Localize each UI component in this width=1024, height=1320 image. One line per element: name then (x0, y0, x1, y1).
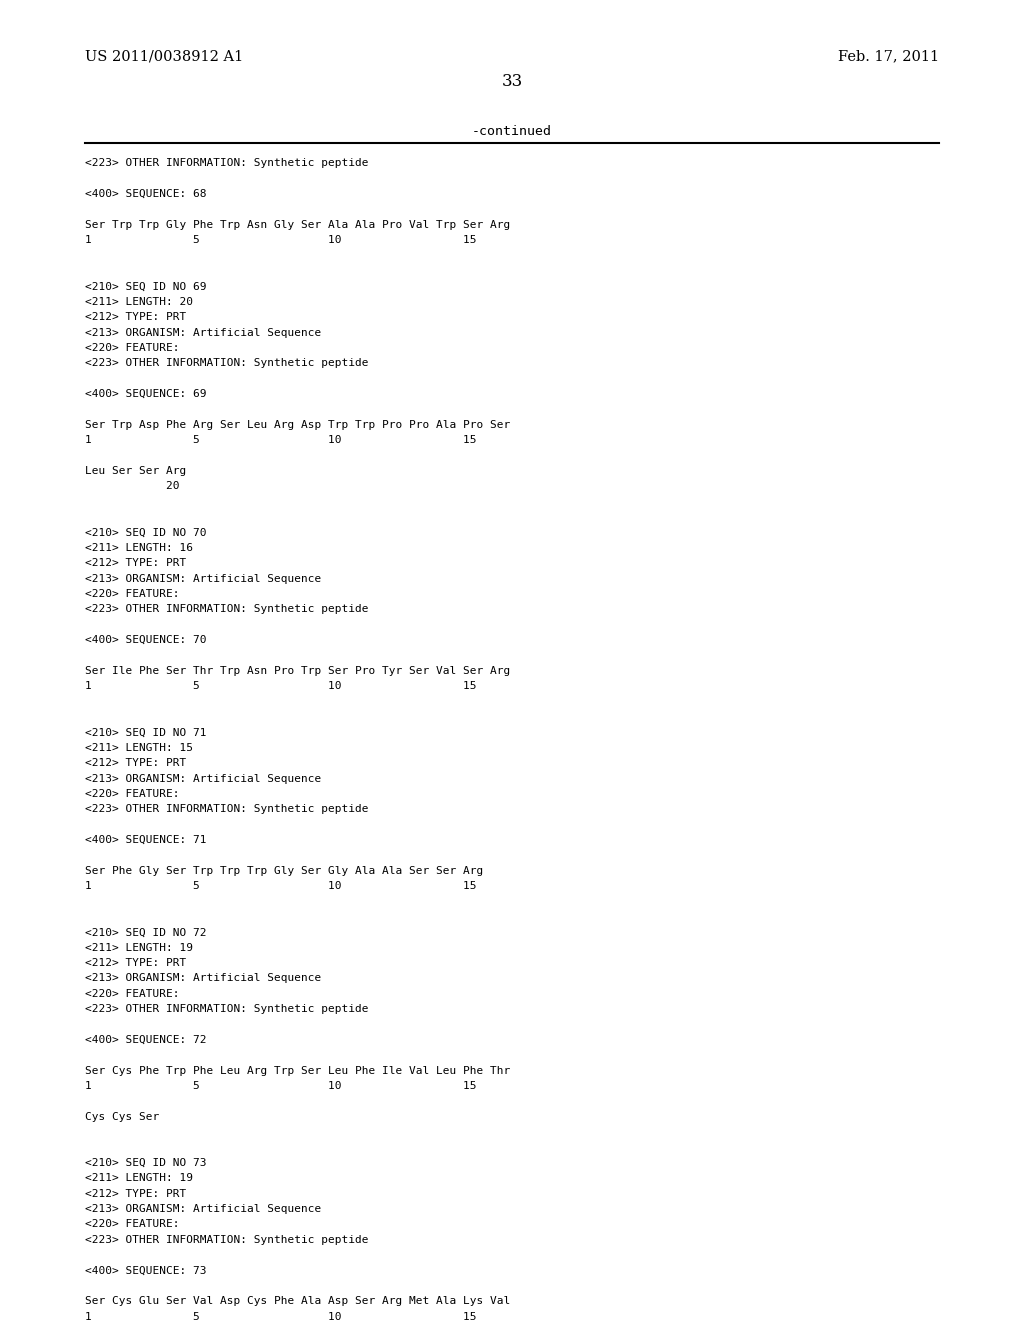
Text: <220> FEATURE:: <220> FEATURE: (85, 1220, 179, 1229)
Text: <212> TYPE: PRT: <212> TYPE: PRT (85, 313, 186, 322)
Text: <213> ORGANISM: Artificial Sequence: <213> ORGANISM: Artificial Sequence (85, 973, 322, 983)
Text: <220> FEATURE:: <220> FEATURE: (85, 343, 179, 352)
Text: Ser Ile Phe Ser Thr Trp Asn Pro Trp Ser Pro Tyr Ser Val Ser Arg: Ser Ile Phe Ser Thr Trp Asn Pro Trp Ser … (85, 665, 510, 676)
Text: <212> TYPE: PRT: <212> TYPE: PRT (85, 1189, 186, 1199)
Text: <210> SEQ ID NO 71: <210> SEQ ID NO 71 (85, 727, 207, 738)
Text: Ser Trp Asp Phe Arg Ser Leu Arg Asp Trp Trp Pro Pro Ala Pro Ser: Ser Trp Asp Phe Arg Ser Leu Arg Asp Trp … (85, 420, 510, 430)
Text: <400> SEQUENCE: 69: <400> SEQUENCE: 69 (85, 389, 207, 399)
Text: 20: 20 (85, 482, 179, 491)
Text: 1               5                   10                  15: 1 5 10 15 (85, 681, 476, 692)
Text: <220> FEATURE:: <220> FEATURE: (85, 589, 179, 599)
Text: 1               5                   10                  15: 1 5 10 15 (85, 235, 476, 246)
Text: 1               5                   10                  15: 1 5 10 15 (85, 436, 476, 445)
Text: Ser Cys Phe Trp Phe Leu Arg Trp Ser Leu Phe Ile Val Leu Phe Thr: Ser Cys Phe Trp Phe Leu Arg Trp Ser Leu … (85, 1065, 510, 1076)
Text: <211> LENGTH: 15: <211> LENGTH: 15 (85, 743, 193, 752)
Text: <223> OTHER INFORMATION: Synthetic peptide: <223> OTHER INFORMATION: Synthetic pepti… (85, 1005, 369, 1014)
Text: <223> OTHER INFORMATION: Synthetic peptide: <223> OTHER INFORMATION: Synthetic pepti… (85, 1236, 369, 1245)
Text: 1               5                   10                  15: 1 5 10 15 (85, 1081, 476, 1092)
Text: <210> SEQ ID NO 70: <210> SEQ ID NO 70 (85, 528, 207, 537)
Text: <210> SEQ ID NO 69: <210> SEQ ID NO 69 (85, 281, 207, 292)
Text: 33: 33 (502, 73, 522, 90)
Text: <212> TYPE: PRT: <212> TYPE: PRT (85, 758, 186, 768)
Text: <400> SEQUENCE: 68: <400> SEQUENCE: 68 (85, 189, 207, 199)
Text: <400> SEQUENCE: 71: <400> SEQUENCE: 71 (85, 836, 207, 845)
Text: Cys Cys Ser: Cys Cys Ser (85, 1111, 160, 1122)
Text: Ser Phe Gly Ser Trp Trp Trp Gly Ser Gly Ala Ala Ser Ser Arg: Ser Phe Gly Ser Trp Trp Trp Gly Ser Gly … (85, 866, 483, 875)
Text: Feb. 17, 2011: Feb. 17, 2011 (838, 49, 939, 63)
Text: <213> ORGANISM: Artificial Sequence: <213> ORGANISM: Artificial Sequence (85, 1204, 322, 1214)
Text: <400> SEQUENCE: 72: <400> SEQUENCE: 72 (85, 1035, 207, 1045)
Text: <400> SEQUENCE: 70: <400> SEQUENCE: 70 (85, 635, 207, 645)
Text: <400> SEQUENCE: 73: <400> SEQUENCE: 73 (85, 1266, 207, 1275)
Text: <210> SEQ ID NO 72: <210> SEQ ID NO 72 (85, 927, 207, 937)
Text: Ser Trp Trp Gly Phe Trp Asn Gly Ser Ala Ala Pro Val Trp Ser Arg: Ser Trp Trp Gly Phe Trp Asn Gly Ser Ala … (85, 220, 510, 230)
Text: <211> LENGTH: 16: <211> LENGTH: 16 (85, 543, 193, 553)
Text: <223> OTHER INFORMATION: Synthetic peptide: <223> OTHER INFORMATION: Synthetic pepti… (85, 158, 369, 169)
Text: Leu Ser Ser Arg: Leu Ser Ser Arg (85, 466, 186, 477)
Text: <211> LENGTH: 19: <211> LENGTH: 19 (85, 942, 193, 953)
Text: <223> OTHER INFORMATION: Synthetic peptide: <223> OTHER INFORMATION: Synthetic pepti… (85, 358, 369, 368)
Text: <220> FEATURE:: <220> FEATURE: (85, 989, 179, 999)
Text: US 2011/0038912 A1: US 2011/0038912 A1 (85, 49, 244, 63)
Text: <223> OTHER INFORMATION: Synthetic peptide: <223> OTHER INFORMATION: Synthetic pepti… (85, 605, 369, 614)
Text: <211> LENGTH: 19: <211> LENGTH: 19 (85, 1173, 193, 1183)
Text: <212> TYPE: PRT: <212> TYPE: PRT (85, 558, 186, 568)
Text: <213> ORGANISM: Artificial Sequence: <213> ORGANISM: Artificial Sequence (85, 774, 322, 784)
Text: Ser Cys Glu Ser Val Asp Cys Phe Ala Asp Ser Arg Met Ala Lys Val: Ser Cys Glu Ser Val Asp Cys Phe Ala Asp … (85, 1296, 510, 1307)
Text: -continued: -continued (472, 125, 552, 139)
Text: <213> ORGANISM: Artificial Sequence: <213> ORGANISM: Artificial Sequence (85, 574, 322, 583)
Text: <211> LENGTH: 20: <211> LENGTH: 20 (85, 297, 193, 306)
Text: <223> OTHER INFORMATION: Synthetic peptide: <223> OTHER INFORMATION: Synthetic pepti… (85, 804, 369, 814)
Text: <212> TYPE: PRT: <212> TYPE: PRT (85, 958, 186, 968)
Text: <210> SEQ ID NO 73: <210> SEQ ID NO 73 (85, 1158, 207, 1168)
Text: 1               5                   10                  15: 1 5 10 15 (85, 882, 476, 891)
Text: <213> ORGANISM: Artificial Sequence: <213> ORGANISM: Artificial Sequence (85, 327, 322, 338)
Text: 1               5                   10                  15: 1 5 10 15 (85, 1312, 476, 1320)
Text: <220> FEATURE:: <220> FEATURE: (85, 789, 179, 799)
